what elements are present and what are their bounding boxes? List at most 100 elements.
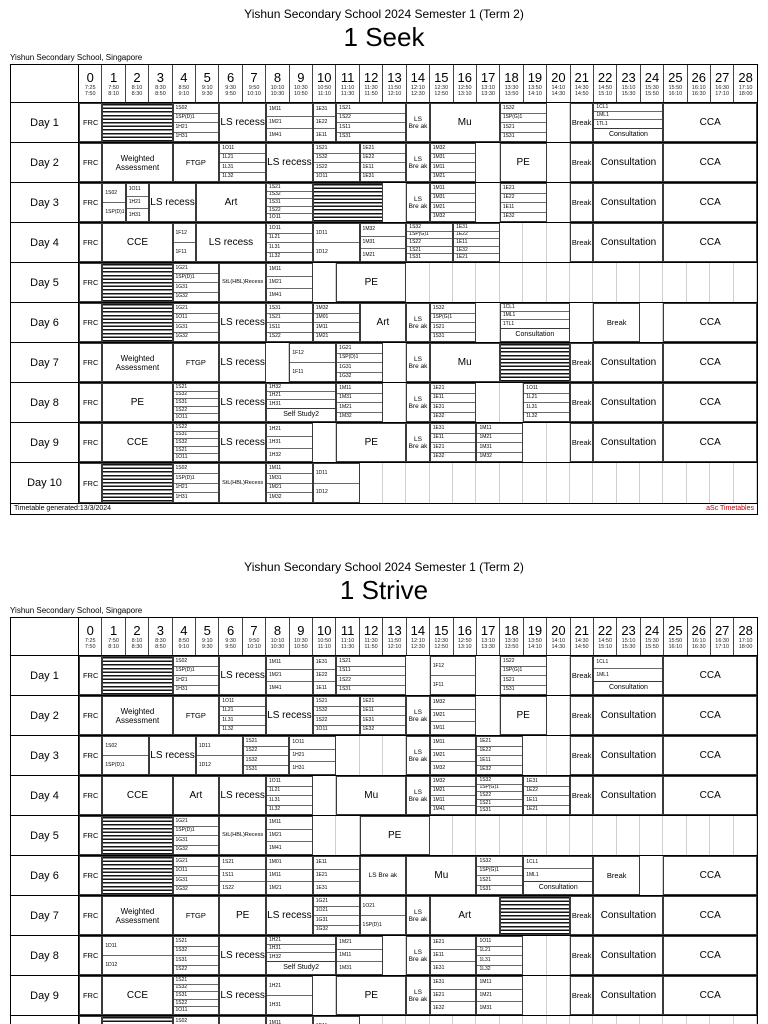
lesson-entry: 1SP(G)1 [500,114,546,123]
block-footer-label: Self Study2 [267,407,336,421]
lesson-block-class-groups: 1S22 1S31 1S32 1S21 1O11 [172,423,220,462]
lesson-block-ls-bre-ak: LS Bre ak [406,776,430,815]
lesson-entry: 1G32 [315,926,329,933]
period-header-row: 0 7:25 7:50 1 7:50 8:10 2 8:10 8:30 3 8:30 8:50 4 8:5… [11,65,757,103]
lesson-entry: 1S22 [337,114,406,123]
period-number: 19 [527,622,543,638]
lesson-entry: 1D11 [103,937,172,956]
lesson-block-class-groups: 1CL1 1ML1 1TL1 Consultation [593,103,664,142]
period-start-time: 9:30 [225,637,236,644]
lesson-block-ls-recess: LS recess [219,423,267,462]
period-start-time: 13:50 [528,637,542,644]
lesson-block-weighted-assessment: Weighted Assessment [102,696,173,735]
period-header-cell: 0 7:25 7:50 [79,65,103,102]
period-start-time: 14:30 [574,637,589,644]
empty-period-cell [476,143,500,182]
lesson-block-break: Break [593,856,641,895]
lesson-entry: 1M41 [269,291,282,298]
period-end-time: 11:50 [364,91,378,97]
lesson-block-class-groups: 1E21 1E22 1E11 1E32 [476,736,524,775]
period-start-time: 8:10 [131,637,143,644]
period-start-time: 8:30 [155,84,166,91]
lesson-entry: 1O11 [220,697,266,707]
lesson-block-class-groups: 1M21 1M11 1M31 [336,936,383,975]
period-start-time: 13:10 [481,637,495,644]
lesson-entry: 1M31 [430,194,476,203]
day-cells: FRC 1G21 1SP(D)1 1G31 1G32 StL(HBL)Recess 1M11… [79,816,757,855]
day-label: Day 4 [11,223,79,262]
lesson-block-class-groups: 1S21 1S32 1S22 1O11 [312,696,360,735]
period-header-cell: 27 16:30 17:10 [711,65,735,102]
day-label: Day 10 [11,463,79,503]
period-number: 11 [340,622,355,638]
lesson-block-cca: CCA [663,976,757,1015]
block-footer-label: Consultation [524,880,593,894]
lesson-entries: 1CL1 1ML1 [524,857,593,881]
lesson-entry: 1G21 [337,344,382,354]
lesson-block-blocked-out [102,856,173,895]
lesson-entry: 1S32 [173,947,219,956]
lesson-entry: 1H21 [173,123,219,133]
lesson-entry: 1S31 [409,254,421,261]
lesson-block-cca: CCA [663,223,757,262]
lesson-block-break: Break [593,303,641,342]
lesson-entry: 1O21 [313,907,359,916]
lesson-entry: 1E11 [313,857,359,870]
lesson-entry: 1CL1 [594,657,663,670]
lesson-block-class-groups: 1E31 1E11 1E21 1E32 [429,423,477,462]
lesson-entry: 1D11 [313,224,359,243]
empty-period-cell [547,816,570,855]
day-cells: FRC Weighted Assessment FTGP LS recess 1F12 1… [79,343,757,382]
lesson-entry: 1O11 [315,173,328,180]
lesson-entry: 1O11 [290,737,336,750]
lesson-entry: 1S31 [502,686,515,693]
period-start-time: 15:30 [645,637,659,644]
lesson-entry: 1E21 [360,697,406,707]
lesson-entry: 1E21 [430,384,476,394]
lesson-entry: 1L31 [267,796,312,806]
lesson-block-mu: Mu [429,103,500,142]
empty-period-cell [547,143,570,182]
lesson-entry: 1L31 [220,716,266,726]
period-end-time: 15:50 [645,91,659,97]
lesson-block-class-groups: 1E31 1E22 1E11 [312,656,337,695]
lesson-block-cca: CCA [663,143,757,182]
empty-period-cell [336,816,360,855]
period-start-time: 12:30 [434,637,449,644]
lesson-block-frc: FRC [79,896,103,935]
period-end-time: 11:10 [317,644,331,650]
lesson-block-class-groups: 1M32 1M01 1M11 1M21 [312,303,360,342]
period-end-time: 10:50 [293,91,308,97]
period-start-time: 14:10 [551,637,566,644]
lesson-block-class-groups: 1F12 1F11 [289,343,337,382]
empty-period-cell [430,463,453,503]
day-cells: FRC CCE Art LS recess 1O11 1L21 1L31 1L32 Mu LS B… [79,776,757,815]
empty-period-cell [500,223,524,262]
lesson-entry: 1SP(D)1 [105,208,125,215]
period-number: 14 [410,69,426,85]
period-end-time: 8:50 [155,644,166,650]
lesson-entry: 1E21 [430,937,476,950]
period-end-time: 13:30 [481,91,495,97]
timetable-grid-1-seek: 0 7:25 7:50 1 7:50 8:10 2 8:10 8:30 3 8:30 8:50 4 8:5… [10,64,758,504]
empty-period-cell [406,1016,430,1024]
period-header-cell: 22 14:50 15:10 [594,65,618,102]
empty-period-cell [476,696,500,735]
lesson-entry: 1S32 [430,304,476,314]
lesson-block-class-groups: 1H21 1H31 1H32 Self Study2 [266,936,337,975]
lesson-block-class-groups: 1O11 1L21 1L31 1L32 [476,936,524,975]
empty-period-cell [640,1016,664,1024]
lesson-entry: 1E32 [432,1004,445,1011]
lesson-block-break: Break [569,696,594,735]
period-start-time: 12:30 [434,84,449,91]
lesson-entry: 1M11 [430,796,476,806]
period-number: 12 [363,69,379,85]
period-end-time: 14:50 [574,91,589,97]
period-end-time: 8:30 [131,91,143,97]
lesson-entry: 1H21 [267,937,336,946]
period-end-time: 9:10 [178,644,190,650]
period-end-time: 12:50 [434,644,449,650]
lesson-entries: 1H32 1H21 1H31 [267,384,336,408]
period-start-time: 11:50 [387,84,402,91]
